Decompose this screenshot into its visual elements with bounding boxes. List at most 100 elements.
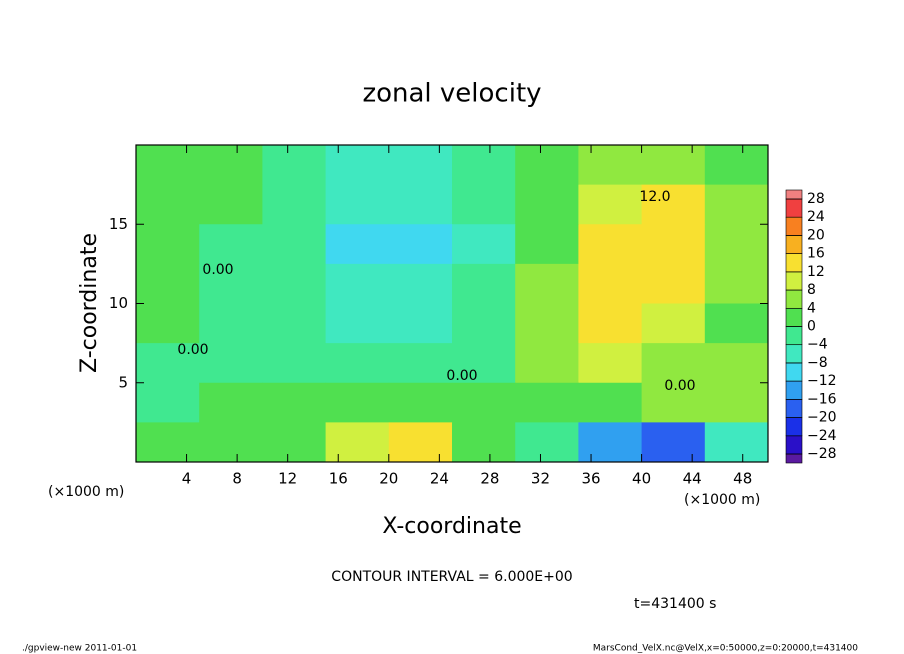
- colorbar-box: [785, 189, 803, 200]
- cell: [515, 343, 579, 384]
- cell: [515, 382, 579, 423]
- cell: [325, 184, 390, 225]
- colorbar-label: 28: [807, 191, 825, 207]
- cell: [641, 382, 706, 423]
- colorbar-box: [785, 344, 803, 364]
- footer-left: ./gpview-new 2011-01-01: [22, 644, 137, 654]
- colorbar-box: [785, 380, 803, 400]
- y-axis-label: Z-coordinate: [77, 233, 102, 373]
- cell: [452, 303, 516, 344]
- cell: [262, 422, 327, 462]
- cell: [262, 303, 327, 344]
- cell: [325, 382, 390, 423]
- x-axis-label: X-coordinate: [382, 514, 521, 539]
- cell: [262, 184, 327, 225]
- x-tick-label: 48: [733, 470, 752, 488]
- cell: [325, 303, 390, 344]
- cell: [388, 422, 453, 462]
- cell: [515, 145, 579, 186]
- colorbar-box: [785, 253, 803, 273]
- cell: [262, 224, 327, 265]
- cell: [136, 303, 200, 344]
- cell: [199, 382, 263, 423]
- x-tick-label: 8: [232, 470, 242, 488]
- cell: [199, 303, 263, 344]
- colorbar-box: [785, 271, 803, 291]
- plot-area: 4 8 12 16 20 24 28 32 36 40 44 48510150.000.0012.00…: [109, 144, 769, 488]
- cell: [704, 184, 768, 225]
- colorbar-label: 0: [807, 319, 816, 335]
- cell: [452, 343, 516, 384]
- x-tick-label: 4: [182, 470, 192, 488]
- x-tick-label: 36: [581, 470, 600, 488]
- colorbar-label: −20: [807, 410, 837, 426]
- cell: [388, 145, 453, 186]
- y-tick-label: 15: [109, 215, 128, 233]
- cell: [136, 343, 200, 384]
- cell: [452, 422, 516, 462]
- colorbar-label: 8: [807, 282, 816, 298]
- footer-right: MarsCond_VelX.nc@VelX,x=0:50000,z=0:2000…: [593, 644, 858, 654]
- cell: [452, 184, 516, 225]
- cell: [452, 263, 516, 304]
- cell: [136, 422, 200, 462]
- cell: [199, 263, 263, 304]
- cell: [641, 303, 706, 344]
- cell: [515, 422, 579, 462]
- x-tick-label: 20: [379, 470, 398, 488]
- heatmap: [136, 145, 768, 462]
- colorbar-box: [785, 198, 803, 218]
- colorbar-label: 4: [807, 300, 816, 316]
- cell: [704, 145, 768, 186]
- cell: [388, 224, 453, 265]
- x-tick-label: 40: [632, 470, 651, 488]
- cell: [199, 145, 263, 186]
- cell: [199, 184, 263, 225]
- cell: [325, 145, 390, 186]
- x-unit-left: (×1000 m): [48, 484, 124, 500]
- cell: [515, 263, 579, 304]
- colorbar-label: −12: [807, 373, 837, 389]
- cell: [641, 145, 706, 186]
- cell: [388, 382, 453, 423]
- x-tick-label: 44: [683, 470, 702, 488]
- x-tick-label: 16: [329, 470, 348, 488]
- contour-label: 0.00: [177, 342, 208, 358]
- colorbar-box: [785, 235, 803, 254]
- cell: [704, 343, 768, 384]
- cell: [136, 382, 200, 423]
- colorbar-box: [785, 399, 803, 418]
- cell: [578, 184, 643, 225]
- colorbar-label: −16: [807, 391, 837, 407]
- colorbar-label: −28: [807, 446, 837, 462]
- cell: [388, 184, 453, 225]
- cell: [199, 422, 263, 462]
- colorbar-label: 24: [807, 209, 825, 225]
- cell: [641, 343, 706, 384]
- y-tick-label: 5: [118, 373, 128, 391]
- cell: [704, 422, 768, 462]
- cell: [199, 343, 263, 384]
- cell: [515, 184, 579, 225]
- cell: [325, 263, 390, 304]
- cell: [262, 263, 327, 304]
- x-tick-label: 32: [531, 470, 550, 488]
- colorbar-label: −24: [807, 428, 837, 444]
- cell: [578, 263, 643, 304]
- colorbar-label: 16: [807, 246, 825, 262]
- colorbar-label: 20: [807, 227, 825, 243]
- colorbar-label: 12: [807, 264, 825, 280]
- colorbar-box: [785, 289, 803, 309]
- x-tick-label: 12: [278, 470, 297, 488]
- x-tick-label: 28: [480, 470, 499, 488]
- cell: [136, 263, 200, 304]
- contour-label: 0.00: [664, 378, 695, 394]
- y-tick-label: 10: [109, 294, 128, 312]
- cell: [199, 224, 263, 265]
- cell: [388, 263, 453, 304]
- colorbar-box: [785, 307, 803, 327]
- cell: [704, 382, 768, 423]
- colorbar-box: [785, 435, 803, 455]
- cell: [262, 343, 327, 384]
